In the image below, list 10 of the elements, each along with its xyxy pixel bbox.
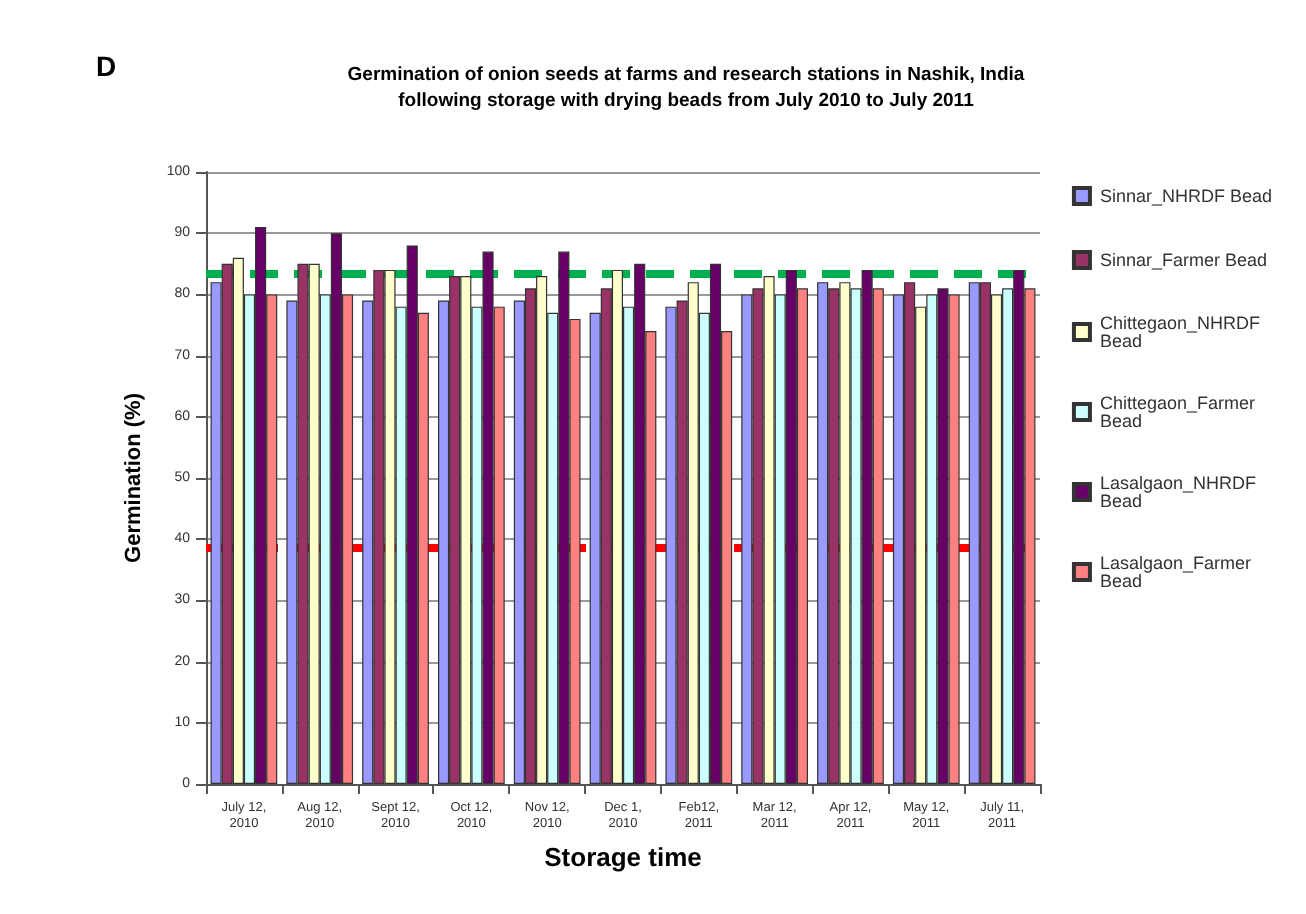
- x-axis-title: Storage time: [544, 842, 702, 872]
- chart-title: Germination of onion seeds at farms and research stations in Nashik, India following storage with drying beads from July 2010 to July 2011: [347, 64, 1026, 112]
- legend-label: Lasalgaon_Farmer Bead: [1099, 553, 1257, 591]
- text: D: [96, 50, 117, 82]
- legend-label: Lasalgaon_NHRDF Bead: [1099, 473, 1262, 511]
- y-axis-title: Germination (%): [121, 392, 146, 563]
- legend-label: Sinnar_Farmer Bead: [1099, 250, 1268, 270]
- legend-label: Sinnar_NHRDF Bead: [1099, 186, 1273, 206]
- legend-label: Chittegaon_Farmer Bead: [1099, 393, 1261, 431]
- legend-label: Chittegaon_NHRDF Bead: [1099, 313, 1266, 351]
